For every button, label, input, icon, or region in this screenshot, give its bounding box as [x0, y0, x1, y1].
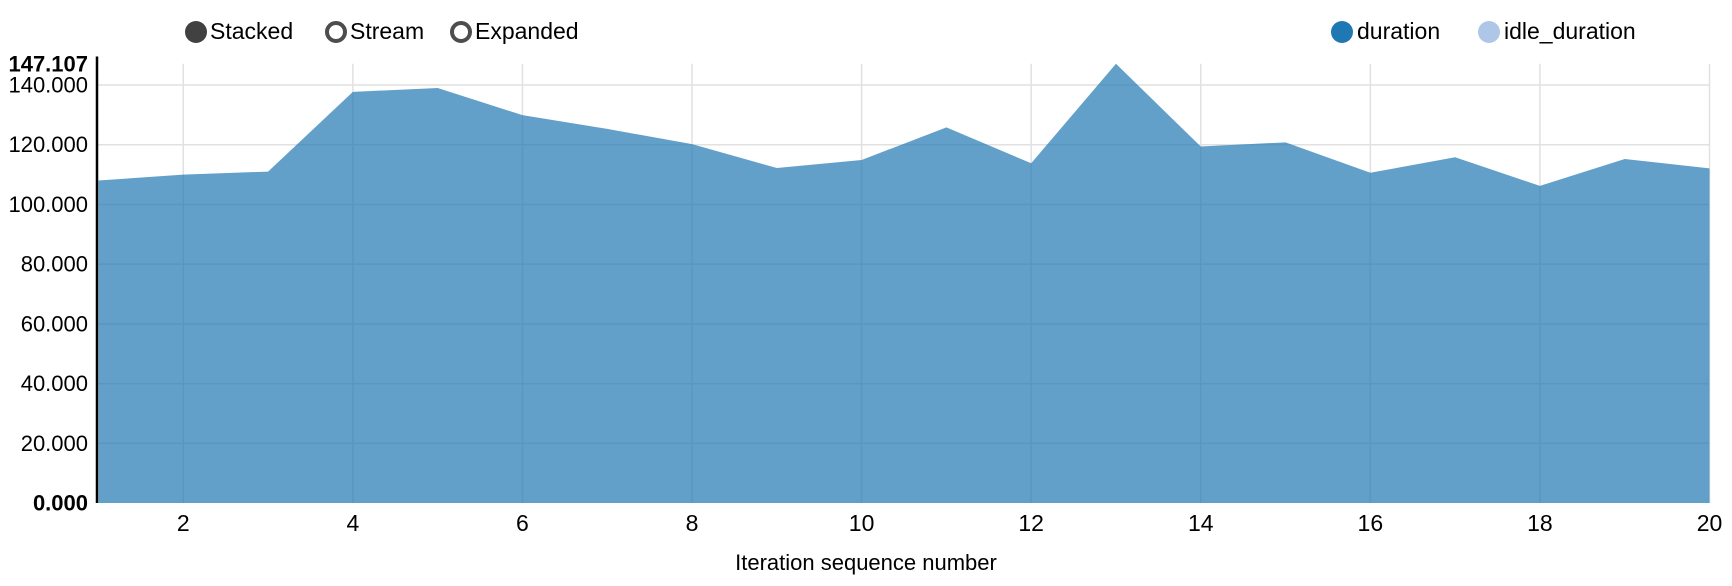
x-tick-label: 8: [686, 510, 699, 536]
legend-item-duration[interactable]: duration: [1331, 19, 1440, 44]
x-axis-title: Iteration sequence number: [735, 550, 997, 575]
y-tick-label: 40.000: [21, 371, 88, 396]
radio-stream-label: Stream: [350, 18, 425, 44]
legend-label-duration: duration: [1357, 18, 1441, 44]
radio-stacked[interactable]: Stacked: [185, 19, 293, 44]
x-tick-label: 12: [1018, 510, 1044, 536]
legend-label-idle-duration: idle_duration: [1504, 18, 1636, 44]
x-tick-label: 18: [1527, 510, 1553, 536]
x-tick-label: 4: [346, 510, 359, 536]
legend-swatch-duration: [1331, 20, 1353, 43]
radio-expanded[interactable]: Expanded: [450, 19, 579, 44]
radio-selected-icon: [185, 20, 207, 43]
x-tick-label: 16: [1358, 510, 1384, 536]
legend-swatch-idle-duration: [1478, 20, 1500, 43]
radio-unselected-icon: [325, 20, 347, 43]
x-tick-label: 6: [516, 510, 529, 536]
y-tick-label: 120.000: [8, 132, 88, 157]
radio-unselected-icon: [450, 20, 472, 43]
legend-item-idle-duration[interactable]: idle_duration: [1478, 19, 1636, 44]
radio-stacked-label: Stacked: [210, 18, 294, 44]
radio-expanded-label: Expanded: [475, 18, 579, 44]
y-tick-label: 100.000: [8, 192, 88, 217]
y-tick-label: 0.000: [33, 491, 88, 516]
x-tick-label: 2: [177, 510, 190, 536]
x-tick-label: 14: [1188, 510, 1214, 536]
x-tick-label: 20: [1697, 510, 1723, 536]
y-tick-label: 60.000: [21, 311, 88, 336]
x-tick-label: 10: [849, 510, 875, 536]
y-tick-label: 80.000: [21, 252, 88, 277]
area-duration[interactable]: [98, 63, 1710, 504]
radio-stream[interactable]: Stream: [325, 19, 424, 44]
y-tick-label: 140.000: [8, 73, 88, 98]
y-tick-label: 20.000: [21, 431, 88, 456]
y-tick-label: 147.107: [8, 51, 88, 76]
